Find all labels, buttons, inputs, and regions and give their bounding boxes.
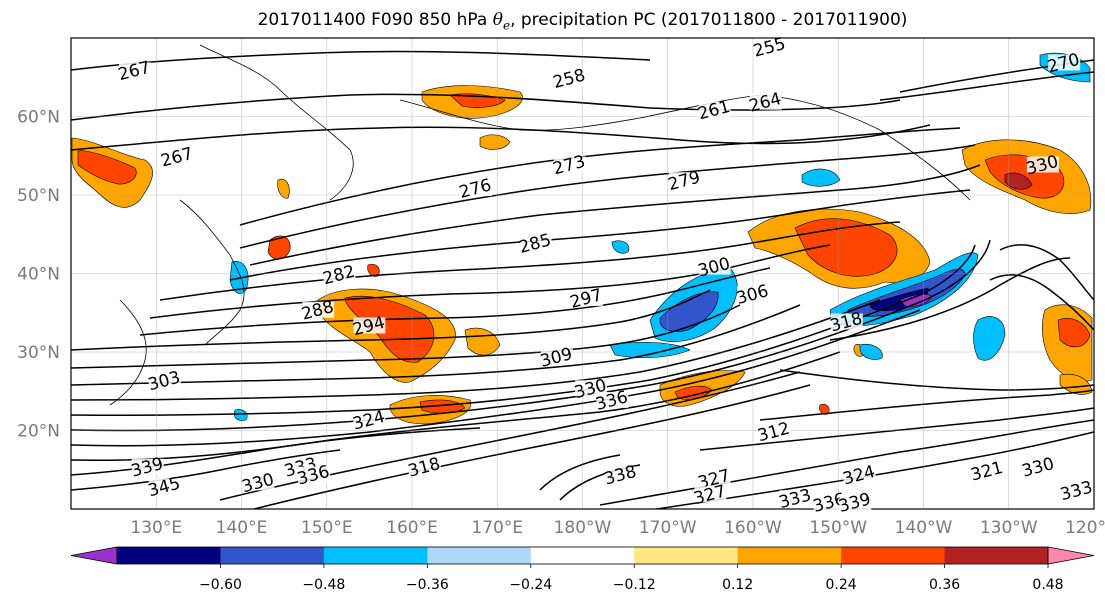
lat-tick-label: 40°N	[17, 265, 60, 285]
lon-tick-label: 140°E	[216, 518, 268, 538]
contour-label-bg	[779, 490, 812, 507]
lon-tick-label: 150°E	[301, 518, 353, 538]
lon-tick-label: 140°W	[895, 518, 953, 538]
colorbar-tick-label: −0.60	[199, 577, 242, 593]
contour-label-bg	[813, 494, 846, 511]
colorbar-tick-label: 0.48	[1032, 577, 1063, 593]
contour-label-bg	[540, 348, 573, 365]
contour-label-bg	[1060, 482, 1093, 499]
contour-label-bg	[148, 372, 181, 389]
colorbar-bin	[530, 547, 635, 564]
contour-label-bg	[971, 462, 1004, 479]
colorbar-bin	[427, 547, 532, 564]
contour-label-bg	[297, 466, 330, 483]
lon-tick-label: 130°E	[130, 518, 182, 538]
colorbar-bin	[117, 547, 221, 564]
lat-tick-label: 60°N	[17, 108, 60, 128]
lon-tick-label: 120°W	[1065, 518, 1105, 538]
lon-tick-label: 160°W	[724, 518, 782, 538]
contour-label-bg	[749, 93, 782, 110]
contour-label-bg	[839, 494, 872, 511]
lat-tick-label: 20°N	[17, 422, 60, 442]
lon-tick-label: 160°E	[386, 518, 438, 538]
contour-label-bg	[698, 258, 731, 275]
map-area	[70, 37, 1095, 510]
colorbar-tick-label: −0.24	[509, 577, 552, 593]
colorbar-bin	[634, 547, 739, 564]
colorbar-tick-label: −0.48	[302, 577, 345, 593]
contour-label-bg	[118, 62, 151, 79]
title-prefix: 2017011400 F090 850 hPa	[257, 10, 493, 30]
contour-label-bg	[1026, 156, 1059, 173]
contour-label-bg	[519, 235, 552, 252]
contour-label-bg	[148, 478, 181, 495]
contour-label-bg	[1022, 458, 1055, 475]
contour-label-bg	[302, 301, 335, 318]
contour-label-bg	[754, 38, 787, 55]
colorbar-bin	[737, 547, 842, 564]
contour-label-bg	[694, 486, 727, 503]
contour-label-bg	[131, 458, 164, 475]
lon-tick-label: 170°E	[471, 518, 523, 538]
contour-label-bg	[353, 411, 386, 428]
colorbar-bin	[323, 547, 428, 564]
colorbar-tick-label: 0.36	[929, 577, 960, 593]
title-suffix: , precipitation PC (2017011800 - 2017011…	[510, 10, 908, 30]
contour-label-bg	[408, 458, 441, 475]
lon-tick-label: 130°W	[980, 518, 1038, 538]
contour-label-bg	[698, 101, 731, 118]
colorbar-frame	[116, 546, 1049, 565]
graticule	[71, 38, 1094, 509]
contour-label-bg	[353, 317, 386, 334]
colorbar-bin	[944, 547, 1049, 564]
map-border	[70, 37, 1095, 510]
colorbar-tick-label: −0.36	[406, 577, 449, 593]
contour-label-bg	[1048, 54, 1081, 71]
contour-label-bg	[596, 392, 629, 409]
title-symbol: θ	[492, 10, 503, 30]
colorbar-extend-high	[1047, 546, 1095, 565]
colorbar: −0.60 −0.48 −0.36 −0.24 −0.12 0.12 0.24 0.36 0.4…	[70, 546, 1095, 593]
contour-label-bg	[553, 156, 586, 173]
contour-label-bg	[459, 180, 492, 197]
contour-label-bg	[242, 474, 275, 491]
lon-tick-label: 170°W	[639, 518, 697, 538]
contour-label-bg	[570, 289, 603, 306]
lat-tick-label: 50°N	[17, 186, 60, 206]
colorbar-extend-low	[70, 546, 118, 565]
colorbar-bin	[220, 547, 325, 564]
lon-tick-label: 150°W	[809, 518, 867, 538]
colorbar-tick-label: 0.12	[722, 577, 753, 593]
colorbar-tick-label: −0.12	[613, 577, 656, 593]
title-subscript: e	[502, 18, 511, 33]
contour-label-bg	[758, 423, 791, 440]
lat-tick-label: 30°N	[17, 343, 60, 363]
contour-label-bg	[737, 286, 769, 303]
longitude-labels: 130°E 140°E 150°E 160°E 170°E 180°W 170°W 160°W…	[130, 518, 1105, 538]
contour-label-bg	[698, 470, 731, 487]
contour-label-bg	[553, 70, 586, 87]
map-title: 2017011400 F090 850 hPa θe, precipitatio…	[0, 10, 1105, 32]
colorbar-tick-label: 0.24	[826, 577, 857, 593]
contour-label-bg	[604, 466, 637, 483]
contour-label-bg	[161, 148, 194, 165]
contour-label-bg	[323, 266, 356, 283]
colorbar-bin	[841, 547, 946, 564]
contour-label-bg	[830, 313, 863, 330]
lon-tick-label: 180°W	[554, 518, 612, 538]
contour-label-bg	[668, 172, 701, 189]
contour-label-bg	[843, 466, 876, 483]
latitude-labels: 20°N 30°N 40°N 50°N 60°N	[17, 108, 60, 442]
